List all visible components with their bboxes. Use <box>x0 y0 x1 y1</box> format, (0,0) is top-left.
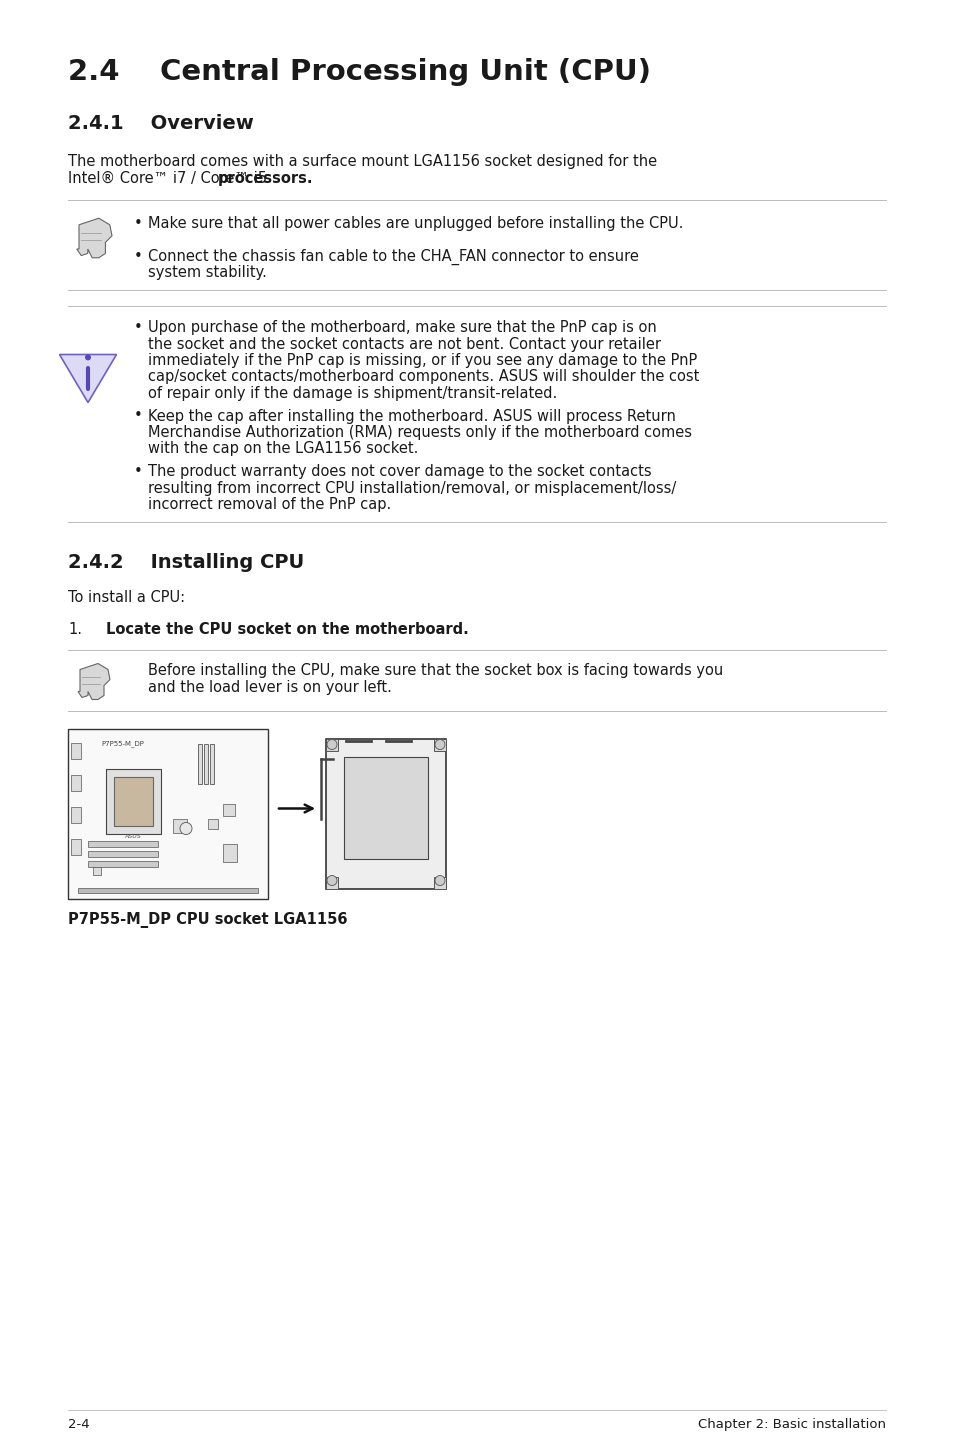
Circle shape <box>180 823 192 834</box>
Text: Intel® Core™ i7 / Core™ i5: Intel® Core™ i7 / Core™ i5 <box>68 171 272 186</box>
Text: Connect the chassis fan cable to the CHA_FAN connector to ensure: Connect the chassis fan cable to the CHA… <box>148 249 639 265</box>
Text: Merchandise Authorization (RMA) requests only if the motherboard comes: Merchandise Authorization (RMA) requests… <box>148 426 691 440</box>
Bar <box>71 742 81 758</box>
Text: the socket and the socket contacts are not bent. Contact your retailer: the socket and the socket contacts are n… <box>148 336 660 351</box>
Bar <box>113 777 152 825</box>
Text: system stability.: system stability. <box>148 266 267 280</box>
Polygon shape <box>77 219 112 257</box>
Text: •: • <box>133 464 143 479</box>
Bar <box>210 743 213 784</box>
Text: immediately if the PnP cap is missing, or if you see any damage to the PnP: immediately if the PnP cap is missing, o… <box>148 352 697 368</box>
Circle shape <box>85 354 91 361</box>
Polygon shape <box>59 355 116 403</box>
Bar <box>434 877 446 889</box>
Text: resulting from incorrect CPU installation/removal, or misplacement/loss/: resulting from incorrect CPU installatio… <box>148 480 676 496</box>
Text: with the cap on the LGA1156 socket.: with the cap on the LGA1156 socket. <box>148 441 418 456</box>
Bar <box>223 804 234 815</box>
Bar <box>78 887 257 893</box>
Bar <box>106 768 161 834</box>
Text: To install a CPU:: To install a CPU: <box>68 590 185 604</box>
Circle shape <box>327 876 336 886</box>
Text: Make sure that all power cables are unplugged before installing the CPU.: Make sure that all power cables are unpl… <box>148 216 682 232</box>
Text: Keep the cap after installing the motherboard. ASUS will process Return: Keep the cap after installing the mother… <box>148 408 675 424</box>
Text: incorrect removal of the PnP cap.: incorrect removal of the PnP cap. <box>148 498 391 512</box>
Polygon shape <box>78 663 110 699</box>
Text: 2.4.1    Overview: 2.4.1 Overview <box>68 114 253 132</box>
Text: 2.4    Central Processing Unit (CPU): 2.4 Central Processing Unit (CPU) <box>68 58 650 86</box>
Circle shape <box>327 739 336 749</box>
Text: Chapter 2: Basic installation: Chapter 2: Basic installation <box>698 1418 885 1431</box>
Bar <box>172 818 187 833</box>
Bar <box>68 729 268 899</box>
Text: •: • <box>133 408 143 424</box>
Bar <box>204 743 208 784</box>
Text: Before installing the CPU, make sure that the socket box is facing towards you: Before installing the CPU, make sure tha… <box>148 663 722 679</box>
Bar <box>208 818 218 828</box>
Bar <box>88 860 158 867</box>
Text: The motherboard comes with a surface mount LGA1156 socket designed for the: The motherboard comes with a surface mou… <box>68 154 657 170</box>
Bar <box>88 850 158 857</box>
Text: ASUS: ASUS <box>125 834 141 838</box>
Text: •: • <box>133 249 143 265</box>
Text: P7P55-M_DP CPU socket LGA1156: P7P55-M_DP CPU socket LGA1156 <box>68 913 347 929</box>
Text: The product warranty does not cover damage to the socket contacts: The product warranty does not cover dama… <box>148 464 651 479</box>
Text: 2-4: 2-4 <box>68 1418 90 1431</box>
Text: cap/socket contacts/motherboard components. ASUS will shoulder the cost: cap/socket contacts/motherboard componen… <box>148 370 699 384</box>
Bar <box>326 877 337 889</box>
Bar <box>223 844 236 861</box>
Text: •: • <box>133 216 143 232</box>
Bar <box>88 840 158 847</box>
Bar <box>198 743 202 784</box>
Text: of repair only if the damage is shipment/transit-related.: of repair only if the damage is shipment… <box>148 385 557 401</box>
Bar <box>71 807 81 823</box>
Bar <box>326 739 337 751</box>
Text: 2.4.2    Installing CPU: 2.4.2 Installing CPU <box>68 554 304 572</box>
Text: 1.: 1. <box>68 621 82 637</box>
Bar <box>434 739 446 751</box>
Bar <box>71 775 81 791</box>
Circle shape <box>435 876 444 886</box>
Bar <box>344 756 428 858</box>
Circle shape <box>435 739 444 749</box>
Text: and the load lever is on your left.: and the load lever is on your left. <box>148 680 392 695</box>
Text: Upon purchase of the motherboard, make sure that the PnP cap is on: Upon purchase of the motherboard, make s… <box>148 321 656 335</box>
Bar <box>326 739 446 889</box>
Text: processors.: processors. <box>218 171 314 186</box>
Bar <box>92 867 101 874</box>
Text: Locate the CPU socket on the motherboard.: Locate the CPU socket on the motherboard… <box>106 621 468 637</box>
Text: P7P55-M_DP: P7P55-M_DP <box>101 741 144 748</box>
Bar <box>71 838 81 854</box>
Text: •: • <box>133 321 143 335</box>
